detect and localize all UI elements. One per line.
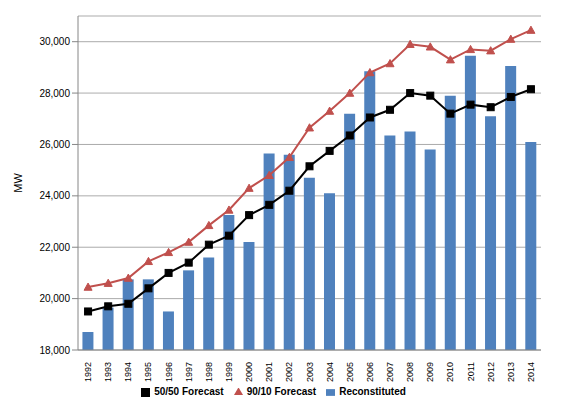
- svg-text:1998: 1998: [204, 362, 214, 382]
- svg-text:2008: 2008: [405, 362, 415, 382]
- svg-text:18,000: 18,000: [39, 345, 70, 356]
- svg-text:1996: 1996: [164, 362, 174, 382]
- svg-text:2010: 2010: [445, 362, 455, 382]
- svg-text:MW: MW: [12, 173, 24, 193]
- html-text:Reconstituted: Reconstituted: [339, 386, 406, 397]
- svg-text:1992: 1992: [83, 362, 93, 382]
- svg-text:2013: 2013: [506, 362, 516, 382]
- svg-text:28,000: 28,000: [39, 88, 70, 99]
- html-text:50/50 Forecast: 50/50 Forecast: [154, 386, 224, 397]
- svg-text:1997: 1997: [184, 362, 194, 382]
- svg-text:2004: 2004: [325, 362, 335, 382]
- svg-text:2012: 2012: [486, 362, 496, 382]
- svg-text:2005: 2005: [345, 362, 355, 382]
- svg-text:2001: 2001: [264, 362, 274, 382]
- svg-text:24,000: 24,000: [39, 190, 70, 201]
- svg-text:1994: 1994: [123, 362, 133, 382]
- svg-text:2009: 2009: [425, 362, 435, 382]
- svg-text:2003: 2003: [305, 362, 315, 382]
- svg-text:2007: 2007: [385, 362, 395, 382]
- svg-text:22,000: 22,000: [39, 242, 70, 253]
- svg-text:2006: 2006: [365, 362, 375, 382]
- svg-text:2002: 2002: [284, 362, 294, 382]
- svg-text:20,000: 20,000: [39, 293, 70, 304]
- svg-text:2011: 2011: [466, 362, 476, 381]
- svg-text:26,000: 26,000: [39, 139, 70, 150]
- svg-text:2014: 2014: [526, 362, 536, 382]
- html-text:90/10 Forecast: 90/10 Forecast: [246, 386, 317, 397]
- svg-text:2000: 2000: [244, 362, 254, 382]
- svg-text:1995: 1995: [143, 362, 153, 382]
- svg-text:30,000: 30,000: [39, 36, 70, 47]
- svg-text:1999: 1999: [224, 362, 234, 382]
- svg-text:1993: 1993: [103, 362, 113, 382]
